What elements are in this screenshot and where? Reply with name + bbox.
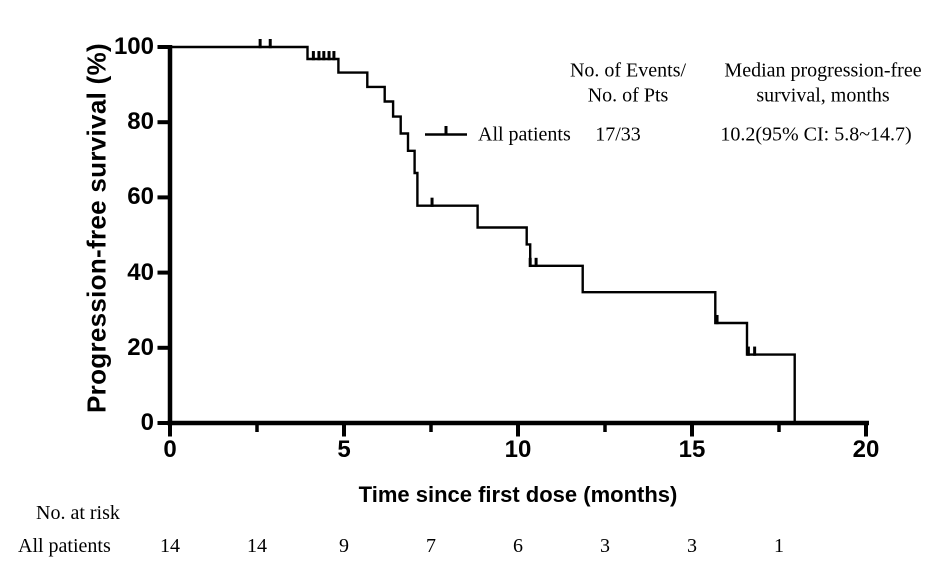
- legend-col2-header-line1: Median progression-free: [724, 59, 922, 82]
- at-risk-value-0: 14: [160, 535, 180, 557]
- legend-col1-header-line2: No. of Pts: [587, 84, 669, 107]
- x-tick-label-10: 10: [504, 436, 532, 463]
- km-curve: [170, 45, 796, 423]
- legend-key-all-patients: [425, 126, 467, 136]
- legend-col1-header-line1: No. of Events/: [569, 59, 687, 82]
- axes: [157, 45, 869, 437]
- legend-series-label: All patients: [478, 123, 571, 146]
- y-tick-label-80: 80: [127, 108, 154, 136]
- at-risk-value-7: 1: [774, 535, 784, 557]
- at-risk-value-2: 9: [339, 535, 349, 557]
- y-tick-label-0: 0: [140, 409, 154, 436]
- legend-col2-header-line2: survival, months: [756, 84, 890, 107]
- at-risk-value-1: 14: [247, 535, 267, 557]
- x-axis-title: Time since first dose (months): [358, 482, 678, 507]
- x-tick-label-20: 20: [852, 436, 880, 463]
- censor-marks: [258, 39, 757, 356]
- x-tick-label-5: 5: [337, 436, 351, 463]
- y-tick-label-60: 60: [127, 183, 154, 211]
- survival-curve-group: [170, 45, 796, 423]
- legend-median-value: 10.2(95% CI: 5.8~14.7): [720, 123, 912, 146]
- legend-events-value: 17/33: [595, 123, 641, 146]
- at-risk-value-6: 3: [687, 535, 697, 557]
- at-risk-title: No. at risk: [36, 502, 120, 524]
- y-tick-label-20: 20: [127, 333, 154, 361]
- at-risk-value-4: 6: [513, 535, 523, 557]
- at-risk-value-3: 7: [426, 535, 436, 557]
- at-risk-row-label: All patients: [18, 535, 111, 557]
- y-tick-label-40: 40: [127, 258, 154, 286]
- x-tick-label-0: 0: [163, 436, 177, 463]
- at-risk-value-5: 3: [600, 535, 610, 557]
- x-tick-label-15: 15: [678, 436, 706, 463]
- y-tick-label-100: 100: [113, 33, 154, 60]
